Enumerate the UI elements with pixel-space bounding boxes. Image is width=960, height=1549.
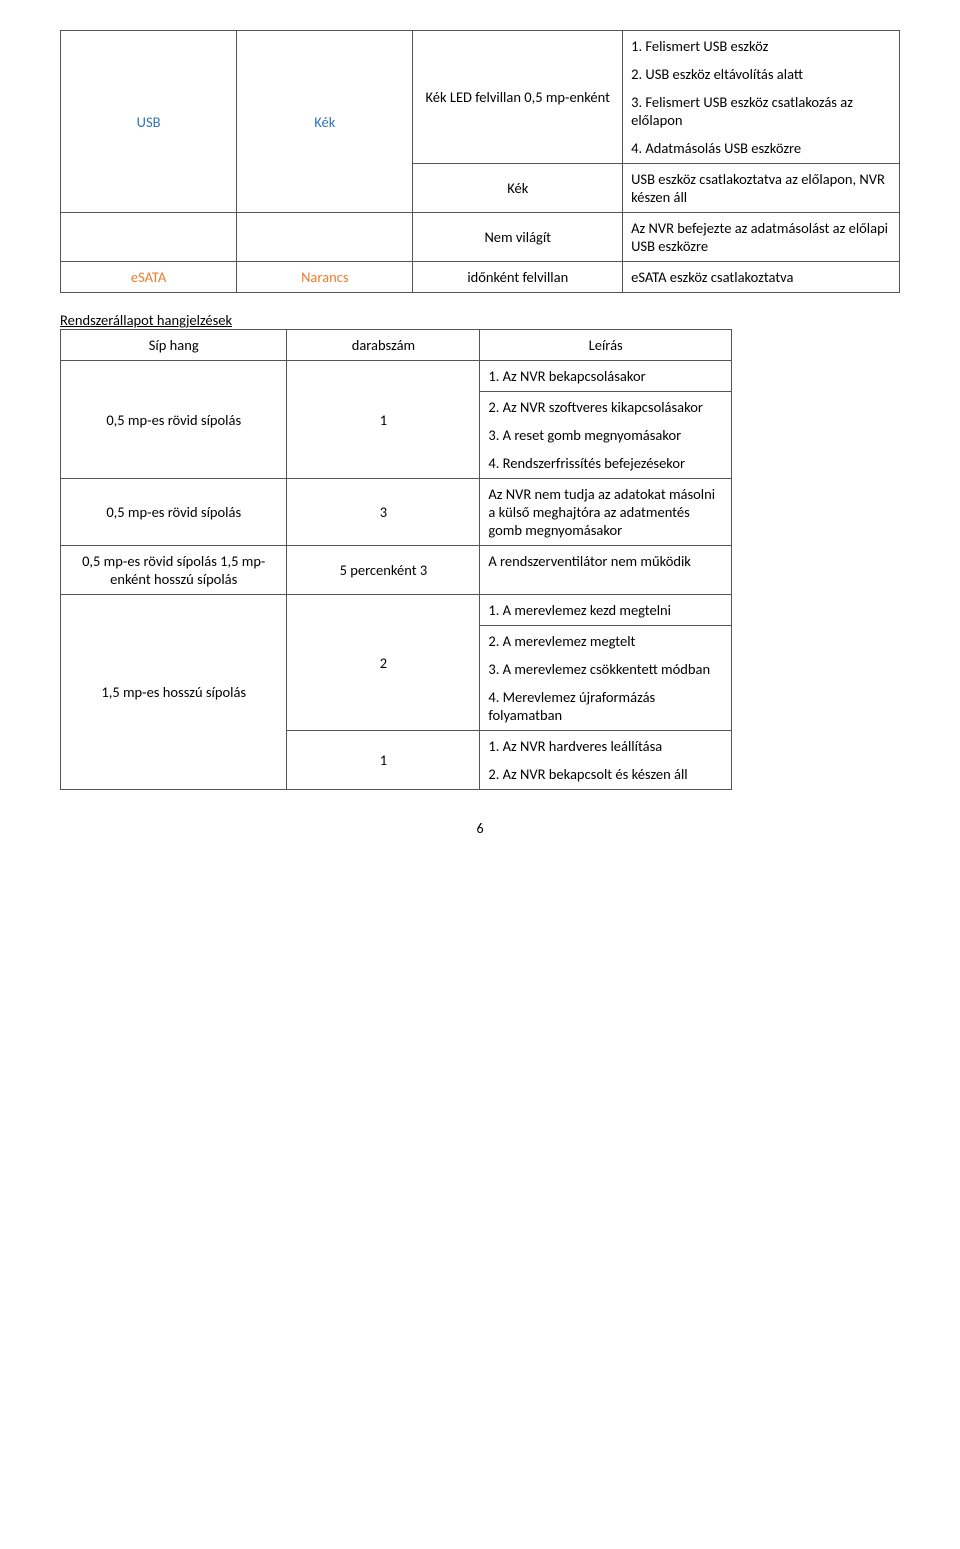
usb-color: Kék bbox=[237, 31, 413, 213]
usb-off-description: Az NVR befejezte az adatmásolást az elől… bbox=[623, 213, 900, 262]
description-line: 4. Merevlemez újraformázás folyamatban bbox=[488, 688, 723, 724]
beep-status-table: Síp hang darabszám Leírás 0,5 mp-es rövi… bbox=[60, 329, 732, 790]
beep-description: 2. A merevlemez megtelt 3. A merevlemez … bbox=[480, 626, 732, 731]
description-line: 1. Az NVR bekapcsolásakor bbox=[488, 367, 723, 385]
esata-label: eSATA bbox=[61, 262, 237, 293]
beep-pattern: 0,5 mp-es rövid sípolás bbox=[61, 479, 287, 546]
table-row: Nem világít Az NVR befejezte az adatmáso… bbox=[61, 213, 900, 262]
description-line: 2. A merevlemez megtelt bbox=[488, 632, 723, 650]
description-line: 1. A merevlemez kezd megtelni bbox=[488, 601, 723, 619]
page-number: 6 bbox=[60, 820, 900, 837]
beep-count: 3 bbox=[287, 479, 480, 546]
section-title: Rendszerállapot hangjelzések bbox=[60, 311, 900, 329]
table-row: 0,5 mp-es rövid sípolás 1 1. Az NVR beka… bbox=[61, 361, 732, 392]
description-line: 2. USB eszköz eltávolítás alatt bbox=[631, 65, 891, 83]
table-row: 1,5 mp-es hosszú sípolás 2 1. A merevlem… bbox=[61, 595, 732, 626]
usb-description: 1. Felismert USB eszköz 2. USB eszköz el… bbox=[623, 31, 900, 164]
beep-description: 1. Az NVR hardveres leállítása 2. Az NVR… bbox=[480, 731, 732, 790]
beep-description: A rendszerventilátor nem működik bbox=[480, 546, 732, 595]
led-status-table: USB Kék Kék LED felvillan 0,5 mp-enként … bbox=[60, 30, 900, 293]
beep-count: 1 bbox=[287, 361, 480, 479]
description-line: 4. Rendszerfrissítés befejezésekor bbox=[488, 454, 723, 472]
beep-count: 1 bbox=[287, 731, 480, 790]
description-line: 3. A merevlemez csökkentett módban bbox=[488, 660, 723, 678]
beep-count: 2 bbox=[287, 595, 480, 731]
table-row: 0,5 mp-es rövid sípolás 3 Az NVR nem tud… bbox=[61, 479, 732, 546]
beep-description: Az NVR nem tudja az adatokat másolni a k… bbox=[480, 479, 732, 546]
table-row: eSATA Narancs időnként felvillan eSATA e… bbox=[61, 262, 900, 293]
header-count: darabszám bbox=[287, 330, 480, 361]
usb-led-solid: Kék bbox=[413, 164, 623, 213]
beep-description: 1. A merevlemez kezd megtelni bbox=[480, 595, 732, 626]
description-line: 2. Az NVR bekapcsolt és készen áll bbox=[488, 765, 723, 783]
empty-cell bbox=[61, 213, 237, 262]
beep-pattern: 0,5 mp-es rövid sípolás 1,5 mp-enként ho… bbox=[61, 546, 287, 595]
description-line: 3. Felismert USB eszköz csatlakozás az e… bbox=[631, 93, 891, 129]
empty-cell bbox=[237, 213, 413, 262]
table-row: USB Kék Kék LED felvillan 0,5 mp-enként … bbox=[61, 31, 900, 164]
table-header-row: Síp hang darabszám Leírás bbox=[61, 330, 732, 361]
header-beep: Síp hang bbox=[61, 330, 287, 361]
esata-description: eSATA eszköz csatlakoztatva bbox=[623, 262, 900, 293]
description-line: 1. Az NVR hardveres leállítása bbox=[488, 737, 723, 755]
usb-description-b: USB eszköz csatlakoztatva az előlapon, N… bbox=[623, 164, 900, 213]
description-line: 2. Az NVR szoftveres kikapcsolásakor bbox=[488, 398, 723, 416]
beep-pattern: 1,5 mp-es hosszú sípolás bbox=[61, 595, 287, 790]
description-line: 3. A reset gomb megnyomásakor bbox=[488, 426, 723, 444]
esata-color: Narancs bbox=[237, 262, 413, 293]
table-row: 0,5 mp-es rövid sípolás 1,5 mp-enként ho… bbox=[61, 546, 732, 595]
beep-description: 1. Az NVR bekapcsolásakor bbox=[480, 361, 732, 392]
esata-pattern: időnként felvillan bbox=[413, 262, 623, 293]
description-line: 1. Felismert USB eszköz bbox=[631, 37, 891, 55]
header-desc: Leírás bbox=[480, 330, 732, 361]
beep-description: 2. Az NVR szoftveres kikapcsolásakor 3. … bbox=[480, 392, 732, 479]
description-line: 4. Adatmásolás USB eszközre bbox=[631, 139, 891, 157]
beep-count: 5 percenként 3 bbox=[287, 546, 480, 595]
usb-led-pattern: Kék LED felvillan 0,5 mp-enként bbox=[413, 31, 623, 164]
usb-label: USB bbox=[61, 31, 237, 213]
usb-led-off: Nem világít bbox=[413, 213, 623, 262]
beep-pattern: 0,5 mp-es rövid sípolás bbox=[61, 361, 287, 479]
